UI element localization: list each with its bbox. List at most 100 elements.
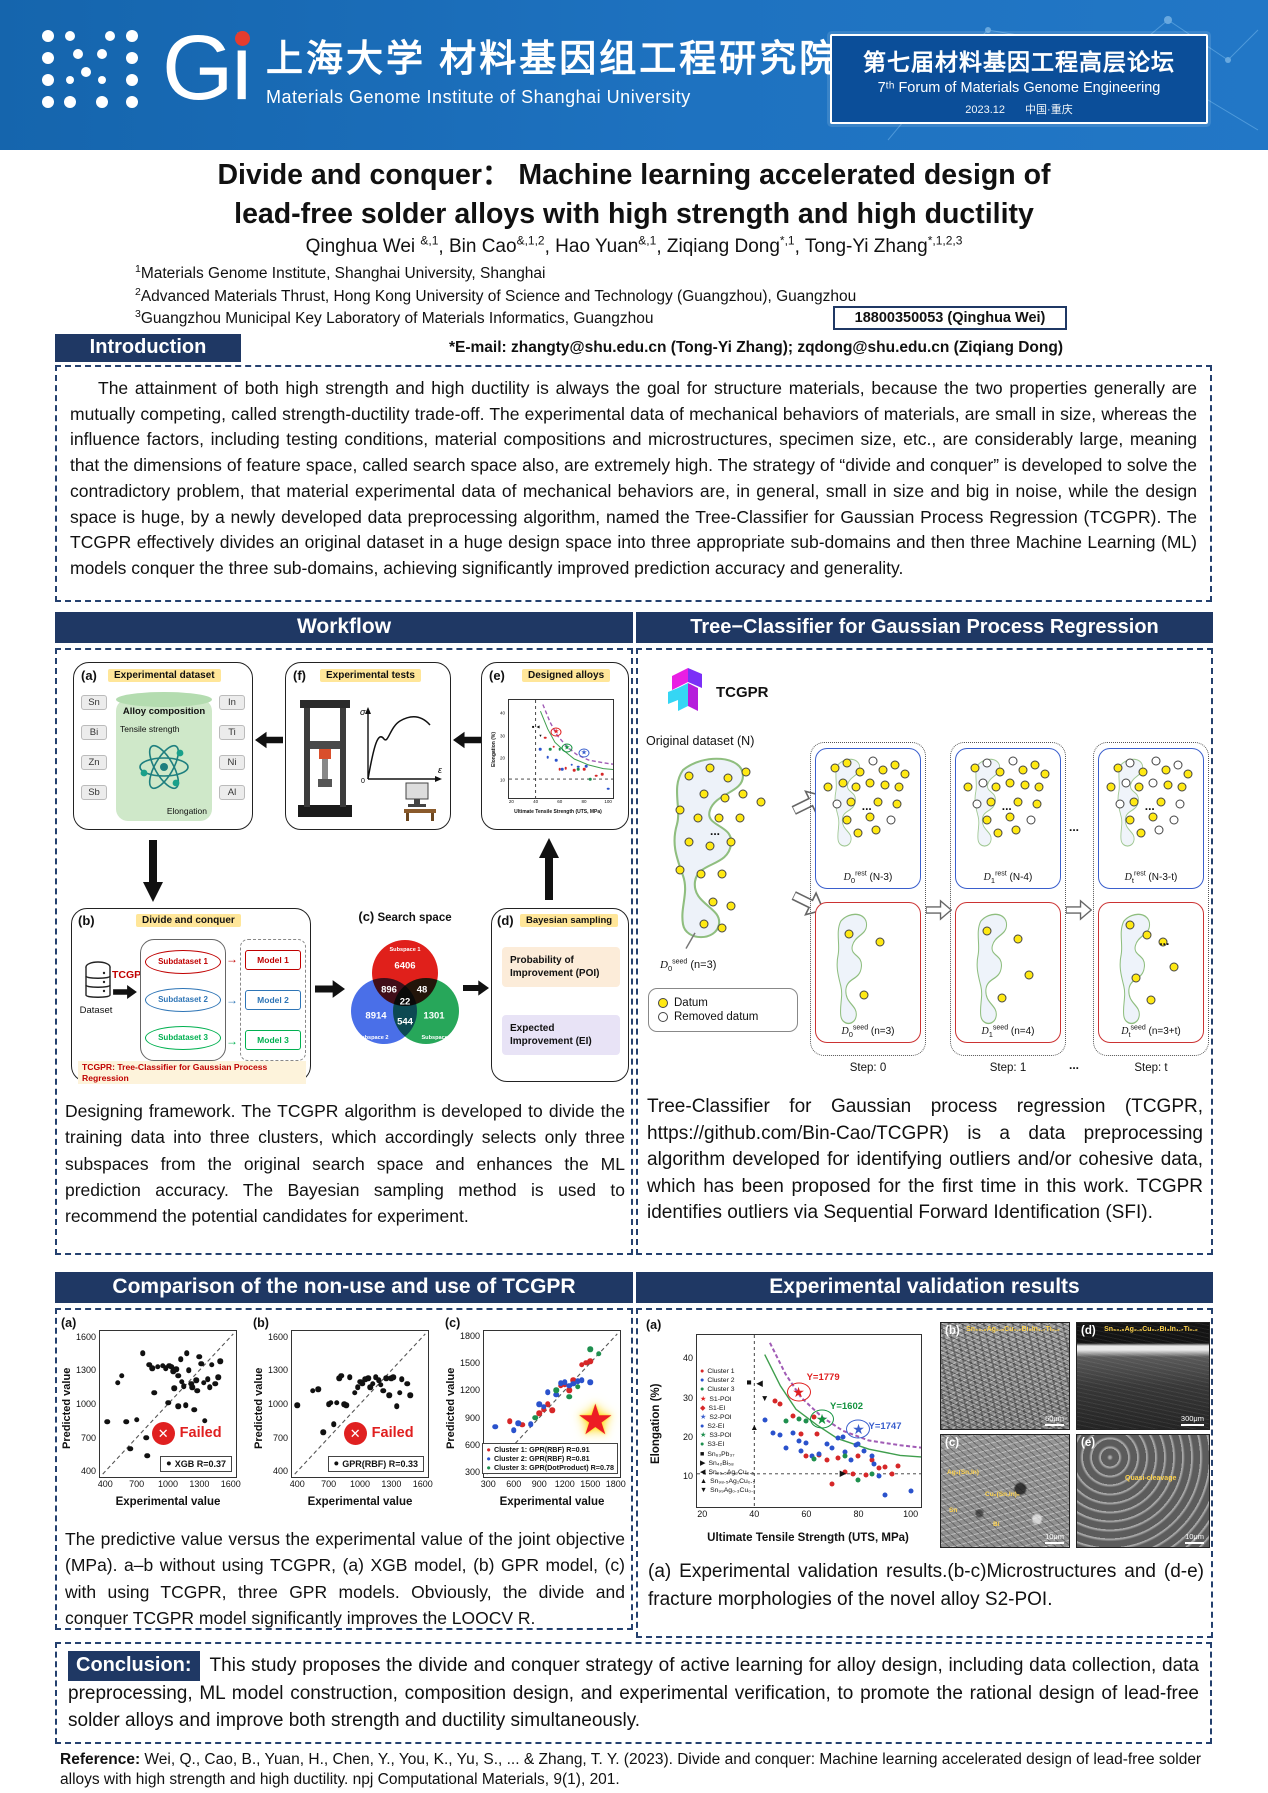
d-label: D1seed (n=4): [981, 1024, 1035, 1039]
arrow-right-icon: [315, 980, 345, 998]
step-dotted-frame: [810, 742, 926, 1056]
affiliation-line: 1Materials Genome Institute, Shanghai Un…: [135, 263, 546, 283]
legend-text: Cluster 1: [707, 1368, 735, 1375]
legend-marker-icon: ★: [700, 1412, 707, 1421]
axis-tick: 700: [80, 1432, 96, 1443]
legend-marker-icon: ●: [486, 1462, 491, 1472]
rest-dataset-box: ... D0rest (N-3): [815, 748, 921, 889]
axis-tick: 30: [682, 1392, 693, 1403]
legend-text: Cluster 3: GPR(DotProduct) R=0.78: [493, 1463, 614, 1472]
data-point: [1169, 962, 1179, 972]
axis-tick: 1000: [75, 1399, 96, 1409]
data-point: [168, 1364, 174, 1370]
data-point: [696, 869, 706, 879]
legend-row: ▶ Sn₄₂Bi₅₈: [700, 1459, 755, 1468]
image-d-label: (d): [1081, 1325, 1096, 1337]
data-point: [850, 1471, 856, 1477]
blob-outline-icon: [673, 757, 745, 949]
data-point: [876, 1465, 882, 1471]
seed-dataset-box: D1seed (n=4): [955, 902, 1061, 1043]
legend-row: ● Cluster 1: GPR(RBF) R=0.91: [486, 1445, 614, 1454]
data-point: [865, 778, 875, 788]
d-label: D0seed (n=3): [841, 1024, 895, 1039]
arrow-left-icon: [453, 731, 481, 749]
poi-box: Probability of Improvement (POI): [502, 947, 620, 987]
plot-area: ■ ▶ ◀ ▲ ▼ ★ Y=1779 ★ Y=1602 ★ Y=1747 20 40 60 80 100 10 2…: [683, 1334, 922, 1519]
element-chip: Ni: [219, 755, 245, 770]
arrow-right-icon: [113, 985, 137, 999]
data-point: [790, 1430, 796, 1436]
plot-label: (b): [253, 1316, 269, 1330]
data-point: [982, 815, 992, 825]
axis-tick: 1500: [459, 1357, 480, 1368]
legend-marker-icon: ●: [333, 1458, 340, 1470]
plot-lines: [697, 1335, 921, 1507]
data-point: [842, 758, 852, 768]
legend-text: Sn₉₆.₅Ag₃Cu₀.₅: [708, 1468, 755, 1476]
data-point: [576, 765, 580, 769]
legend-row: ▲ Sn₉₈.₅Ag₁Cu₀.₅: [700, 1477, 755, 1486]
data-point: [684, 771, 694, 781]
d-symbol: D: [841, 1026, 849, 1037]
data-point: [215, 1374, 221, 1380]
subdataset: Subdataset 3: [145, 1026, 221, 1050]
axis-tick: 100: [604, 799, 612, 804]
data-point: [205, 1376, 211, 1383]
data-point: [853, 1442, 859, 1448]
d-sup: rest: [855, 870, 867, 878]
ellipsis: ...: [1069, 820, 1080, 834]
arrow-left-icon: [255, 731, 283, 749]
legend-marker-icon: ★: [700, 1394, 707, 1403]
legend-row: ★ S3-POI: [700, 1431, 755, 1440]
data-point: [1129, 797, 1139, 807]
axis-tick: 700: [272, 1432, 288, 1443]
legend-row: ● Cluster 3: GPR(DotProduct) R=0.78: [486, 1463, 614, 1472]
plot-area: 400 700 1000 1300 1600 400 700 1000 1300 1600 ● GPR…: [268, 1330, 433, 1489]
data-point: [140, 1350, 146, 1357]
legend-text: S2-EI: [707, 1423, 725, 1431]
plot-label: (c): [445, 1316, 461, 1330]
x-circle-icon: ✕: [343, 1421, 367, 1445]
data-point: [207, 1384, 213, 1390]
author: Hao Yuan&,1: [555, 234, 657, 258]
institute-names: 上海大学 材料基因组工程研究院 Materials Genome Institu…: [266, 28, 839, 108]
data-point: [566, 1393, 572, 1400]
data-point: ◀: [756, 1377, 763, 1388]
data-point: [1032, 799, 1042, 809]
data-point: [1154, 825, 1164, 835]
legend-row: ● Cluster 2: GPR(RBF) R=0.81: [486, 1454, 614, 1463]
author-sup: &,1,2: [516, 234, 545, 248]
data-point: [1125, 758, 1135, 768]
data-point: [532, 1414, 538, 1421]
axis-tick: 40: [533, 799, 539, 804]
data-point: [1125, 920, 1135, 930]
legend-row: ● S3-EI: [700, 1440, 755, 1449]
dataset-label: Dataset: [79, 1005, 113, 1016]
panel-d-title: Bayesian sampling: [520, 914, 619, 927]
legend-text: S2-POI: [709, 1413, 732, 1421]
data-point: [552, 745, 556, 749]
author: Qinghua Wei &,1: [305, 234, 439, 258]
big-star-icon: ★: [576, 1396, 615, 1444]
legend-row: ■ Sn₆₃Pb₃₇: [700, 1450, 755, 1459]
data-point: [777, 1401, 783, 1407]
validation-heading: Experimental validation results: [636, 1272, 1213, 1303]
data-point: [684, 837, 694, 847]
data-point: [564, 766, 568, 770]
data-point: [399, 1376, 405, 1383]
tcgpr-step-column: ... Dtrest (N-3-t)... Dtseed (n=3+t) Step: …: [1093, 742, 1209, 1087]
data-point: [528, 1421, 534, 1427]
institute-name-zh: 上海大学 材料基因组工程研究院: [266, 38, 840, 79]
sem-annotation: Quasi-cleavage: [1125, 1475, 1177, 1482]
axis-tick: 300: [480, 1479, 496, 1489]
data-point: [995, 767, 1005, 777]
data-point: [165, 1400, 171, 1406]
data-point: [177, 1356, 184, 1362]
data-point: ▼: [538, 732, 543, 738]
data-point: [972, 799, 982, 809]
data-point: [123, 1419, 129, 1425]
data-point: [566, 1383, 572, 1389]
data-point: [146, 1361, 152, 1368]
ei-box: Expected Improvement (EI): [502, 1015, 620, 1055]
plot-lines: [292, 1331, 428, 1477]
